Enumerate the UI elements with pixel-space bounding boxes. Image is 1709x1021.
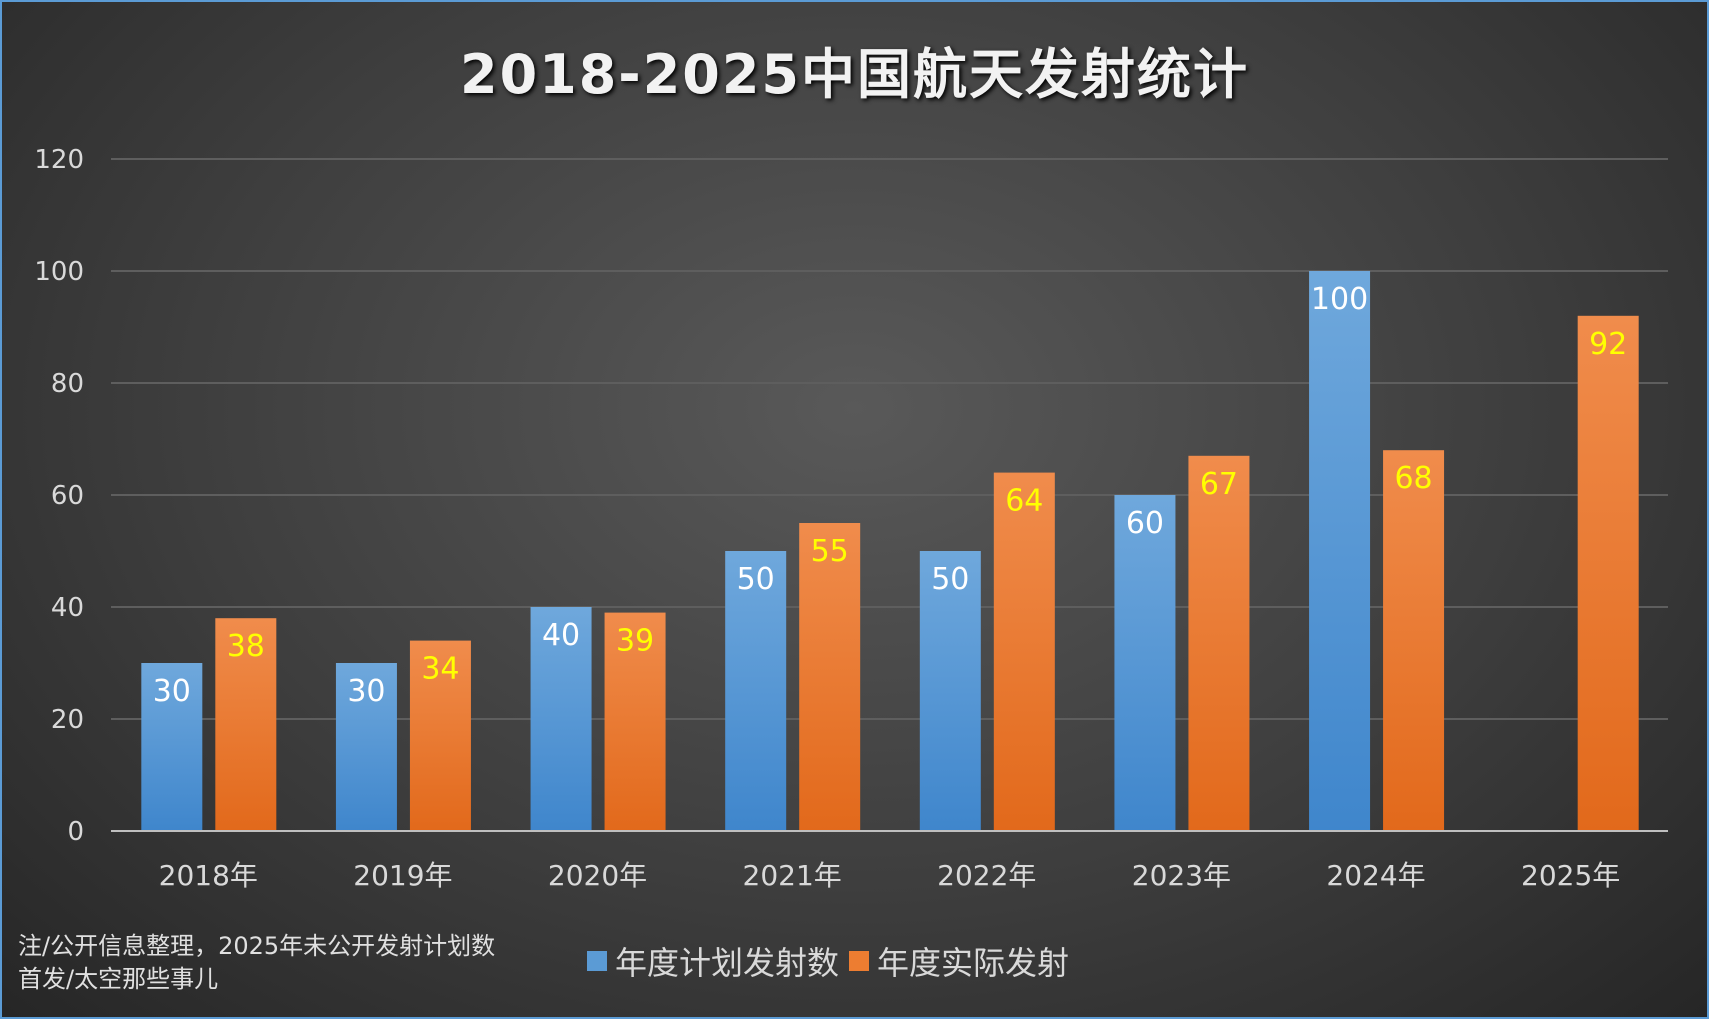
bar-actual: [1188, 455, 1250, 831]
y-tick-label: 100: [34, 257, 84, 287]
data-label: 67: [1200, 467, 1238, 502]
y-tick-label: 0: [67, 817, 84, 847]
data-label: 100: [1311, 282, 1368, 317]
data-label: 40: [542, 618, 580, 653]
legend-item-actual: 年度实际发射: [849, 938, 1069, 984]
bar-planned: [919, 551, 981, 831]
bar-planned: [725, 551, 787, 831]
bar-planned: [1309, 271, 1371, 831]
bar-actual: [604, 612, 666, 831]
legend-item-planned: 年度计划发射数: [587, 938, 839, 984]
note-credit: 首发/太空那些事儿: [18, 965, 219, 993]
bar-actual: [993, 472, 1055, 831]
x-tick-label: 2018年: [159, 859, 258, 892]
bar-actual: [799, 523, 861, 831]
data-label: 50: [737, 562, 775, 597]
data-label: 60: [1126, 506, 1164, 541]
data-label: 38: [227, 629, 265, 664]
x-tick-label: 2020年: [548, 859, 647, 892]
data-label: 55: [811, 534, 849, 569]
bar-actual: [215, 618, 277, 831]
bar-actual: [1383, 450, 1445, 831]
legend-swatch-actual: [849, 951, 870, 971]
x-tick-label: 2022年: [937, 859, 1036, 892]
legend-swatch-planned: [587, 951, 607, 971]
legend-label-planned: 年度计划发射数: [615, 944, 840, 982]
data-label: 64: [1005, 484, 1043, 519]
data-label: 50: [931, 562, 969, 597]
bar-actual: [409, 640, 471, 831]
y-tick-label: 60: [51, 481, 84, 511]
data-label: 30: [153, 674, 191, 709]
x-tick-label: 2023年: [1132, 859, 1231, 892]
y-tick-label: 20: [51, 705, 84, 735]
bar-planned: [141, 663, 203, 831]
legend-label-actual: 年度实际发射: [877, 944, 1070, 982]
bar-planned: [1114, 495, 1176, 831]
data-label: 34: [421, 652, 459, 687]
y-tick-label: 80: [51, 369, 84, 399]
note-source: 注/公开信息整理，2025年未公开发射计划数: [18, 932, 496, 960]
x-tick-label: 2019年: [353, 859, 452, 892]
data-label: 39: [616, 624, 654, 659]
y-tick-label: 40: [51, 593, 84, 623]
x-tick-label: 2025年: [1521, 859, 1620, 892]
data-label: 92: [1589, 327, 1627, 362]
chart-title: 2018-2025中国航天发射统计: [460, 43, 1249, 106]
legend: 年度计划发射数 年度实际发射: [587, 938, 1079, 984]
bar-actual: [1577, 315, 1639, 831]
data-label: 30: [347, 674, 385, 709]
y-tick-label: 120: [34, 145, 84, 175]
x-tick-label: 2024年: [1326, 859, 1425, 892]
x-tick-label: 2021年: [743, 859, 842, 892]
bar-planned: [530, 607, 592, 831]
notes: 注/公开信息整理，2025年未公开发射计划数 首发/太空那些事儿: [18, 930, 495, 996]
bar-planned: [335, 663, 397, 831]
data-label: 68: [1394, 461, 1432, 496]
